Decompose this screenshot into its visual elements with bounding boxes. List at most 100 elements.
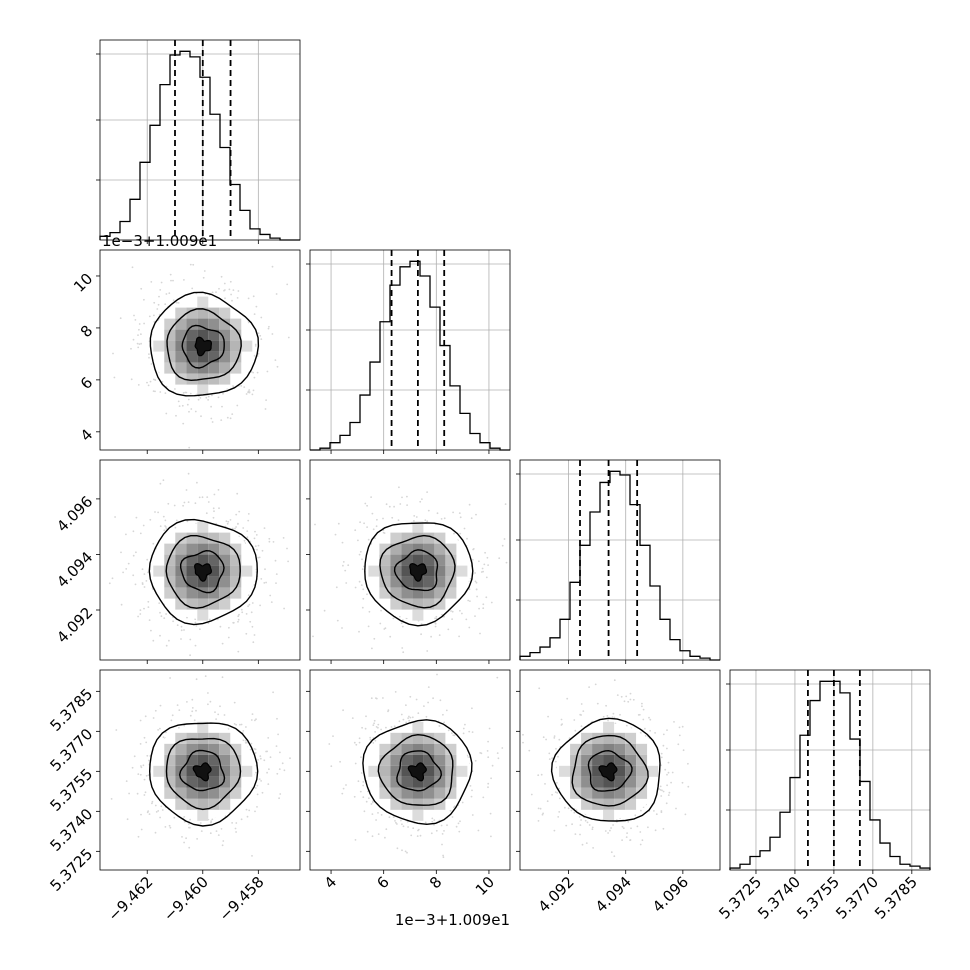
sample-point <box>261 549 264 552</box>
sample-point <box>204 675 207 677</box>
sample-point <box>538 687 541 690</box>
sample-point <box>358 553 361 556</box>
x-tick-label: 4.092 <box>535 873 578 916</box>
sample-point <box>366 593 368 596</box>
density-cell <box>401 554 413 566</box>
sample-point <box>145 774 148 777</box>
sample-point <box>592 847 594 849</box>
sample-point <box>203 270 206 272</box>
sample-point <box>612 824 614 826</box>
sample-point <box>146 754 149 757</box>
density-cell <box>390 554 402 566</box>
sample-point <box>447 628 450 631</box>
contour-line <box>165 535 241 609</box>
sample-point <box>138 323 141 325</box>
sample-point <box>192 263 195 266</box>
x-tick-label: 5.3755 <box>793 873 843 923</box>
sample-point <box>226 416 229 419</box>
sample-point <box>584 819 587 822</box>
sample-point <box>404 850 407 853</box>
sample-point <box>260 338 263 340</box>
y-tick-label: 5.3770 <box>47 725 97 775</box>
sample-point <box>137 615 140 618</box>
density-cell <box>186 318 198 330</box>
sample-point <box>151 802 153 805</box>
density-cell <box>412 787 424 799</box>
sample-point <box>138 343 141 345</box>
sample-point <box>342 709 344 712</box>
sample-point <box>434 622 437 625</box>
sample-point <box>251 393 254 396</box>
sample-point <box>194 410 197 413</box>
sample-point <box>162 515 165 518</box>
sample-point <box>341 541 344 544</box>
density-cell <box>197 776 209 788</box>
sample-point <box>660 764 662 767</box>
sample-point <box>648 716 650 719</box>
density-cell <box>559 765 571 777</box>
sample-point <box>210 820 213 823</box>
sample-point <box>591 826 594 829</box>
sample-point <box>255 718 257 721</box>
density-cell <box>625 787 637 799</box>
sample-point <box>215 830 218 832</box>
sample-point <box>438 634 441 636</box>
sample-point <box>440 518 443 520</box>
sample-point <box>267 737 270 739</box>
sample-point <box>390 726 393 728</box>
sample-point <box>641 702 643 705</box>
contour-line <box>148 518 259 626</box>
density-cell <box>401 587 413 599</box>
density-cell <box>592 765 604 777</box>
sample-point <box>243 386 246 388</box>
sample-point <box>501 747 504 749</box>
sample-point <box>312 635 314 638</box>
density-cell <box>197 554 209 566</box>
sample-point <box>610 851 613 854</box>
density-cell <box>390 732 402 744</box>
sample-point <box>402 651 405 654</box>
sample-point <box>260 316 263 319</box>
sample-point <box>374 731 376 733</box>
sample-point <box>475 513 477 516</box>
density-cell <box>625 765 637 777</box>
sample-point <box>228 288 231 291</box>
sample-point <box>478 607 480 610</box>
sample-point <box>165 527 168 530</box>
contour-line <box>598 762 618 782</box>
density-cell <box>186 554 198 566</box>
sample-point <box>397 519 400 522</box>
contour-line <box>194 562 213 582</box>
sample-point <box>125 533 127 536</box>
density-cell <box>423 776 435 788</box>
density-cell <box>581 743 593 755</box>
sample-point <box>157 729 160 731</box>
sample-point <box>687 762 689 765</box>
sample-point <box>159 289 162 291</box>
sample-point <box>654 732 656 734</box>
sample-point <box>114 516 116 518</box>
contour-line <box>178 749 226 792</box>
sample-point <box>159 727 161 730</box>
sample-point <box>344 569 347 572</box>
sample-point <box>150 281 153 283</box>
sample-point <box>193 719 196 722</box>
density-cell <box>603 798 615 810</box>
y-tick-label: 5.3755 <box>47 765 97 815</box>
sample-point <box>388 816 391 819</box>
sample-point <box>435 617 438 620</box>
sample-point <box>186 616 188 619</box>
sample-point <box>409 695 412 698</box>
density-cell <box>186 776 198 788</box>
contour-line <box>181 324 225 369</box>
sample-point <box>441 843 443 846</box>
sample-point <box>257 544 260 547</box>
sample-point <box>602 715 605 718</box>
density-cell <box>186 576 198 588</box>
sample-point <box>548 752 551 755</box>
density-cell <box>197 809 209 821</box>
sample-point <box>582 710 585 712</box>
sample-point <box>254 530 256 533</box>
sample-point <box>140 333 142 336</box>
sample-point <box>469 600 471 602</box>
